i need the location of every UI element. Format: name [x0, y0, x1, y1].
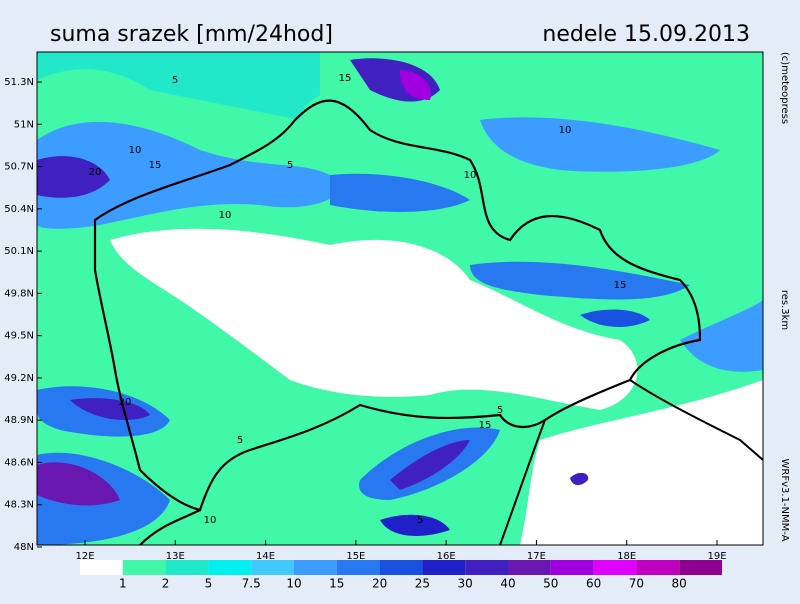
contour-label: 15	[614, 280, 627, 291]
legend-swatch	[165, 560, 209, 575]
lon-label: 15E	[346, 551, 365, 562]
contour-label: 20	[119, 397, 132, 408]
legend-swatch	[336, 560, 380, 575]
legend-label: 40	[500, 577, 515, 591]
contour-label: 10	[219, 210, 232, 221]
lat-label: 49.8N	[4, 288, 34, 299]
contour-label: 10	[204, 515, 217, 526]
legend-label: 20	[372, 577, 387, 591]
legend-swatch	[379, 560, 423, 575]
legend-label: 7.5	[242, 577, 261, 591]
legend-swatch	[208, 560, 252, 575]
lat-label: 50.1N	[4, 246, 34, 257]
legend-swatch	[251, 560, 294, 575]
legend-swatch	[593, 560, 637, 575]
lat-label: 48.3N	[4, 500, 34, 511]
legend-label: 10	[286, 577, 301, 591]
lat-label: 50.4N	[4, 204, 34, 215]
contour-label: 10	[559, 125, 572, 136]
legend-label: 5	[205, 577, 213, 591]
date: nedele 15.09.2013	[542, 22, 750, 47]
legend-label: 1	[119, 577, 127, 591]
lat-label: 51N	[14, 119, 34, 130]
lat-label: 48.9N	[4, 415, 34, 426]
legend-label: 50	[543, 577, 558, 591]
legend-label: 60	[586, 577, 601, 591]
lon-label: 19E	[707, 551, 726, 562]
legend-label: 25	[415, 577, 430, 591]
contour-label: 5	[172, 75, 178, 86]
legend-swatch	[422, 560, 466, 575]
contour-label: 15	[149, 160, 162, 171]
contour-label: 15	[339, 73, 352, 84]
lat-label: 50.7N	[4, 162, 34, 173]
lat-label: 48N	[14, 542, 34, 553]
legend-label: 2	[162, 577, 170, 591]
legend-label: 30	[458, 577, 473, 591]
title: suma srazek [mm/24hod]	[50, 22, 333, 47]
lat-label: 51.3N	[4, 77, 34, 88]
legend-swatch	[550, 560, 594, 575]
legend-swatch	[636, 560, 680, 575]
lon-label: 12E	[75, 551, 94, 562]
contour-label: 5	[497, 405, 503, 416]
legend: 1 2 5 7.5 10 15 20 25 30 40 50 60 70 80	[80, 560, 722, 591]
side-text: WRFv3.1-NMM-A	[779, 459, 790, 542]
legend-swatch	[122, 560, 166, 575]
contour-label: 20	[89, 167, 102, 178]
contour-label: 10	[129, 145, 142, 156]
legend-swatch	[294, 560, 337, 575]
legend-swatch	[465, 560, 508, 575]
lon-label: 17E	[527, 551, 546, 562]
contour-label: 5	[237, 435, 243, 446]
lon-label: 18E	[617, 551, 636, 562]
contour-label: 5	[417, 515, 423, 526]
legend-swatch	[80, 560, 123, 575]
lat-label: 48.6N	[4, 457, 34, 468]
map-frame	[36, 51, 764, 546]
contour-label: 10	[464, 170, 477, 181]
contour-label: 15	[479, 420, 492, 431]
legend-label: 15	[329, 577, 344, 591]
side-text: res.3km	[779, 290, 790, 330]
legend-label: 70	[629, 577, 644, 591]
legend-label: 80	[672, 577, 687, 591]
lon-label: 14E	[256, 551, 275, 562]
legend-swatch	[679, 560, 722, 575]
side-text: (c)meteopress	[779, 52, 790, 124]
lat-label: 49.5N	[4, 331, 34, 342]
lat-label: 49.2N	[4, 373, 34, 384]
lon-label: 16E	[437, 551, 456, 562]
legend-swatch	[508, 560, 551, 575]
contour-label: 5	[287, 160, 293, 171]
precipitation-field	[37, 52, 763, 545]
lon-label: 13E	[166, 551, 185, 562]
